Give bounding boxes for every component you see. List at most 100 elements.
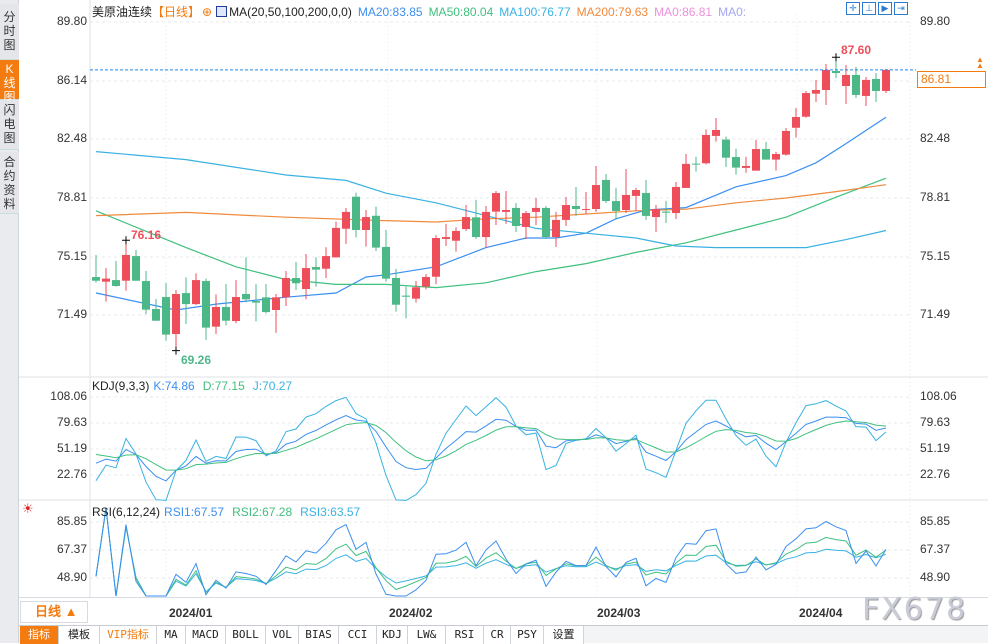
candle-body xyxy=(382,246,390,279)
kdj-axis-label-left: 79.63 xyxy=(56,415,87,429)
candle-body xyxy=(562,205,570,220)
range-start-icon[interactable]: ⊥ xyxy=(862,2,876,15)
candle-body xyxy=(152,309,160,321)
add-indicator-icon[interactable]: ⊕ xyxy=(202,5,213,19)
tab-indicator-9[interactable]: KDJ xyxy=(377,626,408,644)
candle-body xyxy=(812,90,820,94)
tab-indicator-7[interactable]: BIAS xyxy=(299,626,339,644)
candle-body xyxy=(482,211,490,238)
candle-body xyxy=(362,217,370,230)
candle-body xyxy=(392,278,400,305)
tab-indicator-3[interactable]: MA xyxy=(157,626,186,644)
candle-body xyxy=(582,209,590,211)
tab-flash-chart[interactable]: 闪电图 xyxy=(0,100,19,150)
candle-body xyxy=(522,213,530,227)
candle-body xyxy=(592,185,600,210)
ma-line-ma20 xyxy=(95,116,887,311)
kdj-k: K:74.86 xyxy=(153,379,195,393)
ma20-value: MA20:83.85 xyxy=(357,5,423,19)
tab-indicator-2[interactable]: VIP指标 xyxy=(100,626,157,644)
candle-body xyxy=(112,280,120,286)
candle-body xyxy=(802,93,810,117)
candle-body xyxy=(502,210,510,212)
rsi-axis-label-left: 48.90 xyxy=(56,570,87,584)
tab-indicator-0[interactable]: 指标 xyxy=(20,626,59,644)
rsi-title: RSI(6,12,24) xyxy=(92,505,161,519)
extreme-marker xyxy=(172,346,180,355)
extreme-marker xyxy=(832,53,840,62)
candle-body xyxy=(132,256,140,281)
candle-body xyxy=(852,74,860,95)
annotation-high-recent: 87.60 xyxy=(841,43,872,57)
ma-line-ma50 xyxy=(95,177,887,289)
candle-body xyxy=(622,194,630,210)
kdj-axis-label-right: 22.76 xyxy=(920,467,951,481)
tab-indicator-12[interactable]: CR xyxy=(484,626,511,644)
goto-end-icon[interactable]: ⇥ xyxy=(894,2,908,15)
tab-indicator-6[interactable]: VOL xyxy=(266,626,299,644)
candle-body xyxy=(732,157,740,168)
candle-body xyxy=(672,186,680,214)
candle-body xyxy=(302,268,310,290)
candle-body xyxy=(882,69,890,91)
tab-indicator-4[interactable]: MACD xyxy=(186,626,226,644)
last-price-tag: 86.81 xyxy=(917,71,986,88)
price-axis-label-right: 78.81 xyxy=(920,190,951,204)
candle-body xyxy=(762,149,770,160)
kdj-j-line xyxy=(95,396,887,501)
candle-body xyxy=(262,297,270,313)
candle-body xyxy=(202,281,210,328)
symbol-name: 美原油连续 xyxy=(92,5,153,19)
tab-indicator-5[interactable]: BOLL xyxy=(226,626,266,644)
candle-body xyxy=(442,237,450,239)
candle-body xyxy=(192,280,200,305)
chart-header: 美原油连续【日线】 ⊕ MA(20,50,100,200,0,0) MA20:83.8… xyxy=(92,3,752,20)
rsi3-value: RSI3:63.57 xyxy=(300,505,361,519)
crosshair-icon[interactable]: ✛ xyxy=(846,2,860,15)
candle-body xyxy=(242,294,250,300)
ma-chart-icon[interactable] xyxy=(216,6,228,17)
candle-body xyxy=(292,278,300,284)
candle-body xyxy=(652,209,660,218)
rsi-axis-label-left: 85.85 xyxy=(56,514,87,528)
candle-body xyxy=(352,196,360,230)
ma50-value: MA50:80.04 xyxy=(428,5,494,19)
candle-body xyxy=(712,130,720,136)
tab-indicator-1[interactable]: 模板 xyxy=(59,626,100,644)
scroll-up-icon[interactable]: ▲ ▲ xyxy=(976,57,984,69)
candle-body xyxy=(722,139,730,158)
tab-indicator-8[interactable]: CCI xyxy=(339,626,377,644)
ma-line-ma100 xyxy=(95,151,887,249)
candle-body xyxy=(412,287,420,299)
tab-contract-info[interactable]: 合约资料 xyxy=(0,152,19,214)
candle-body xyxy=(172,294,180,334)
candle-body xyxy=(162,297,170,335)
tab-time-sharing[interactable]: 分时图 xyxy=(0,4,19,60)
tab-indicator-14[interactable]: 设置 xyxy=(544,626,584,644)
tab-indicator-13[interactable]: PSY xyxy=(511,626,544,644)
kdj-title: KDJ(9,3,3) xyxy=(92,379,150,393)
period-selector[interactable]: 日线 ▲ xyxy=(20,601,88,623)
candle-body xyxy=(322,256,330,269)
kdj-j: J:70.27 xyxy=(252,379,293,393)
candle-body xyxy=(232,297,240,322)
play-icon[interactable]: ▶ xyxy=(878,2,892,15)
indicator-settings-icon[interactable]: ☀ xyxy=(22,501,34,516)
indicator-tabs: 指标 模板 VIP指标 MA MACD BOLL VOL BIAS CCI KDJ LW& RSI CR… xyxy=(19,625,988,644)
tab-indicator-10[interactable]: LW& xyxy=(408,626,446,644)
rsi2-value: RSI2:67.28 xyxy=(232,505,293,519)
ma200-value: MA200:79.63 xyxy=(576,5,649,19)
annotation-high: 76.16 xyxy=(131,228,162,242)
candle-body xyxy=(682,163,690,188)
candle-body xyxy=(542,207,550,238)
ma-line-ma200 xyxy=(95,184,887,223)
candle-body xyxy=(332,227,340,258)
candle-body xyxy=(822,70,830,90)
kdj-header: KDJ(9,3,3) K:74.86 D:77.15 J:70.27 xyxy=(92,379,300,393)
tab-kline[interactable]: K线图 xyxy=(0,60,19,104)
candle-body xyxy=(772,154,780,160)
candle-body xyxy=(662,211,670,213)
ma-params: MA(20,50,100,200,0,0) xyxy=(229,5,352,19)
tab-indicator-11[interactable]: RSI xyxy=(446,626,484,644)
